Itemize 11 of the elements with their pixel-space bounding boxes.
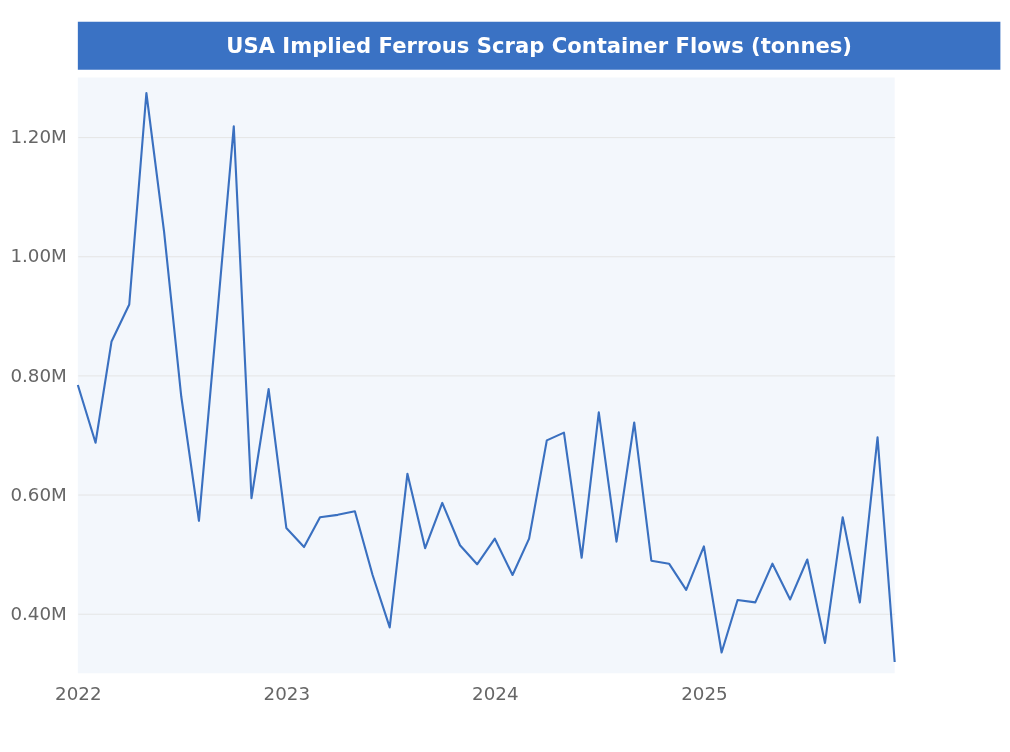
y-tick-label: 0.60M bbox=[10, 483, 67, 505]
line-series bbox=[76, 91, 896, 664]
x-tick-label: 2023 bbox=[263, 682, 311, 704]
y-tick-label: 0.80M bbox=[10, 364, 67, 386]
chart-title: USA Implied Ferrous Scrap Container Flows (tonnes) bbox=[226, 32, 853, 58]
x-tick-label: 2022 bbox=[55, 682, 102, 704]
y-tick-label: 1.20M bbox=[10, 126, 67, 148]
y-tick-label: 0.40M bbox=[10, 602, 67, 624]
x-tick-label: 2024 bbox=[472, 682, 519, 704]
y-tick-label: 1.00M bbox=[10, 245, 67, 267]
x-tick-label: 2025 bbox=[681, 682, 728, 704]
